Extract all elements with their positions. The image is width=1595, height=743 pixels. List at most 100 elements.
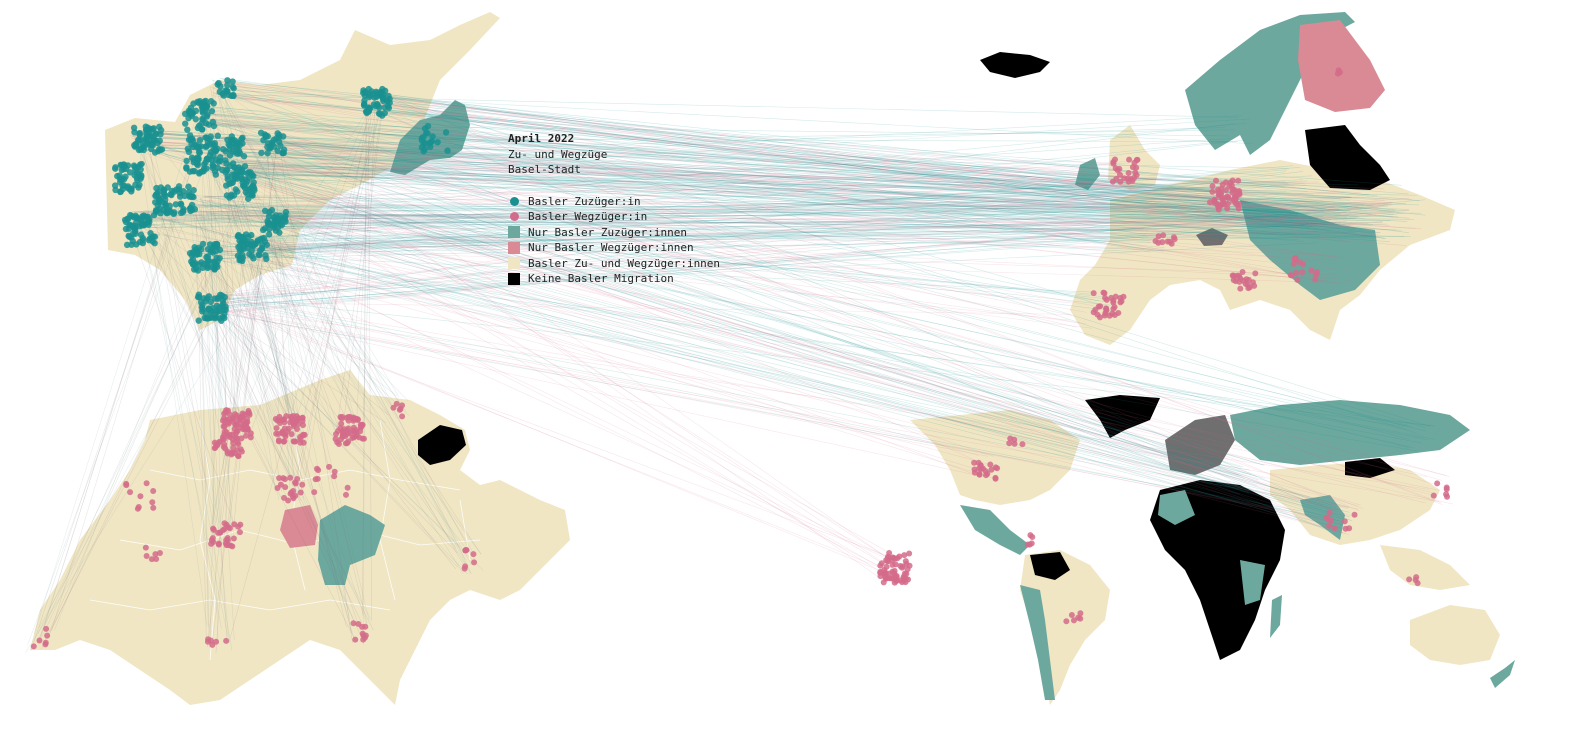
migration-dot [248, 231, 255, 239]
migration-dot [290, 495, 297, 502]
flow-line [365, 95, 1431, 427]
flow-line [133, 130, 1347, 218]
migration-dot [184, 126, 191, 133]
migration-dot [194, 293, 202, 301]
migration-dot [211, 265, 218, 273]
flow-line [134, 137, 1238, 142]
migration-dot [262, 207, 269, 215]
flow-line [137, 222, 291, 503]
migration-dot [331, 473, 338, 480]
migration-dot [291, 438, 298, 445]
flow-line [133, 138, 1231, 213]
flow-line [383, 100, 1369, 196]
flow-line [217, 155, 1359, 186]
migration-dot [132, 166, 139, 173]
flow-line [193, 203, 1223, 206]
migration-dot [192, 260, 199, 267]
legend-swatch-both [508, 257, 520, 270]
migration-dot [1019, 441, 1026, 448]
flow-line [256, 212, 1400, 251]
flow-line [283, 213, 1358, 507]
flow-line [232, 168, 1124, 182]
migration-dot [224, 136, 231, 144]
migration-dot [139, 239, 147, 247]
migration-dot [43, 625, 50, 632]
migration-dot [195, 143, 203, 151]
migration-dot [264, 149, 271, 157]
migration-dot [1326, 522, 1333, 529]
flow-line [143, 148, 1305, 242]
flow-line [224, 92, 887, 558]
migration-dot [1351, 511, 1358, 518]
flow-line [227, 177, 239, 414]
flow-line [273, 141, 1358, 208]
migration-dot [234, 439, 241, 446]
migration-dot [280, 149, 287, 157]
migration-dot [295, 415, 302, 422]
flow-line [223, 176, 1383, 222]
flow-line [203, 106, 1413, 200]
migration-dot [1029, 533, 1036, 540]
flow-line [217, 199, 1426, 301]
migration-dot [198, 304, 206, 311]
flow-line [217, 161, 1408, 431]
migration-dot [202, 134, 209, 141]
migration-dot [274, 484, 281, 491]
flow-line [234, 172, 1222, 206]
south-america-shape [1020, 550, 1110, 705]
flow-line [367, 95, 1358, 217]
ireland-shape [1075, 158, 1100, 190]
flow-line [143, 133, 910, 565]
flow-line [33, 114, 198, 635]
migration-dot [353, 415, 360, 422]
flow-line [210, 109, 215, 538]
legend-swatch-none [508, 272, 520, 285]
flow-line [193, 195, 1367, 230]
migration-dot [284, 428, 291, 435]
migration-dot [209, 535, 216, 542]
flow-line [248, 236, 1379, 254]
map-legend: April 2022 Zu- und Wegzüge Basel-Stadt B… [508, 131, 720, 287]
migration-dot [150, 488, 157, 495]
flow-line [210, 113, 1443, 481]
migration-dot [224, 77, 231, 84]
flow-line [372, 93, 1385, 239]
flow-line [212, 87, 1334, 511]
flow-line [220, 163, 1219, 210]
flow-line [147, 214, 1240, 495]
southeast-asia-shape [1380, 545, 1470, 590]
migration-dot [236, 529, 243, 536]
migration-dot [133, 241, 140, 248]
migration-dot [216, 254, 223, 262]
flow-line [200, 171, 1304, 308]
migration-dot [144, 124, 152, 131]
flow-line [206, 166, 393, 408]
migration-dot [120, 175, 128, 183]
flow-line [244, 244, 883, 569]
migration-dot [299, 415, 306, 422]
migration-dot [355, 434, 362, 441]
flow-line [215, 301, 900, 576]
flow-line [38, 301, 221, 629]
flow-line [267, 213, 994, 457]
migration-dot [339, 413, 346, 420]
migration-dot [1331, 525, 1338, 532]
migration-dot [350, 424, 357, 431]
flow-line [214, 122, 1338, 258]
flow-line [295, 109, 381, 481]
migration-dot [977, 462, 984, 469]
legend-label: Nur Basler Wegzüger:innen [528, 241, 694, 254]
flow-line [271, 215, 1297, 229]
migration-dot [203, 253, 210, 261]
migration-dot [231, 411, 238, 418]
flow-line [273, 141, 1316, 228]
migration-dot [177, 200, 184, 207]
flow-line [362, 93, 376, 435]
flow-line [242, 230, 1149, 237]
flow-line [24, 103, 373, 654]
flow-line [204, 204, 1392, 316]
flow-line [278, 139, 1385, 190]
flow-line [206, 204, 1140, 253]
flow-line [256, 250, 994, 479]
flow-line [246, 241, 1339, 276]
